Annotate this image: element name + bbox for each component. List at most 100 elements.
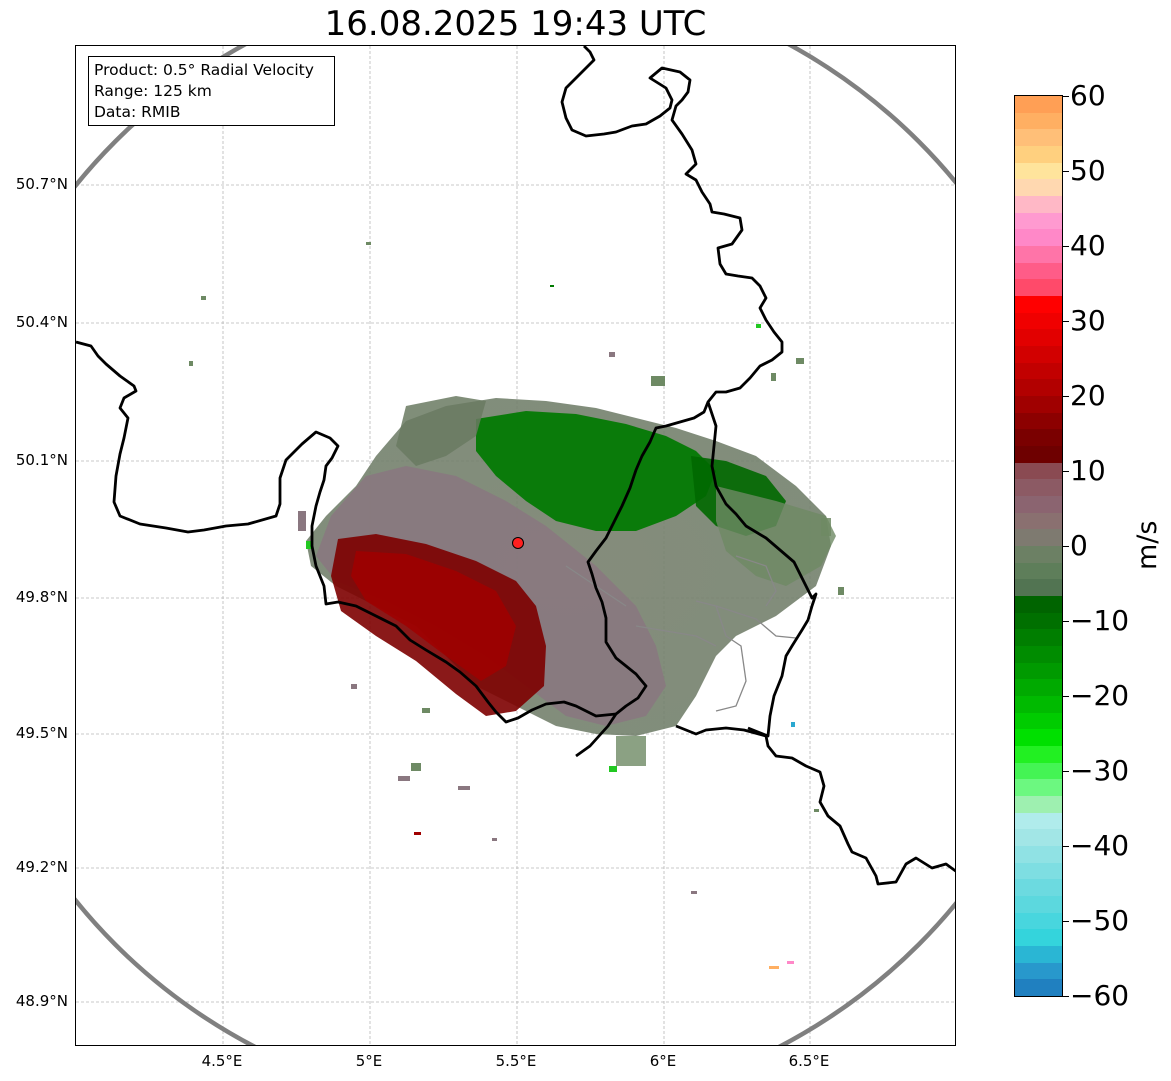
radar-echoes [189, 242, 844, 969]
colorbar-segment [1015, 646, 1062, 664]
colorbar-tick-label: −60 [1070, 979, 1130, 1012]
border-lux-south [675, 724, 955, 886]
lat-label: 48.9°N [15, 992, 68, 1010]
colorbar-segment [1015, 779, 1062, 797]
colorbar-segment [1015, 579, 1062, 597]
colorbar-tick [1063, 471, 1069, 472]
colorbar-segment [1015, 829, 1062, 847]
colorbar-tick-label: −20 [1070, 679, 1130, 712]
colorbar-segment [1015, 279, 1062, 297]
colorbar-tick-label: −50 [1070, 904, 1130, 937]
lat-label: 50.1°N [15, 451, 68, 469]
colorbar-segment [1015, 246, 1062, 264]
colorbar-segment [1015, 546, 1062, 564]
colorbar-segment [1015, 846, 1062, 864]
colorbar-segment [1015, 446, 1062, 464]
colorbar-segment [1015, 496, 1062, 514]
colorbar-tick [1063, 921, 1069, 922]
colorbar-segment [1015, 529, 1062, 547]
colorbar-segment [1015, 396, 1062, 414]
colorbar-segment [1015, 596, 1062, 614]
lon-label: 5°E [355, 1052, 383, 1070]
colorbar-segment [1015, 679, 1062, 697]
lat-label: 49.2°N [15, 858, 68, 876]
colorbar-segment [1015, 662, 1062, 680]
colorbar-tick [1063, 246, 1069, 247]
border-luxembourg-east [706, 401, 818, 738]
colorbar-tick-label: 40 [1070, 229, 1106, 262]
colorbar-segment [1015, 312, 1062, 330]
colorbar-segment [1015, 929, 1062, 947]
colorbar-tick [1063, 996, 1069, 997]
colorbar-segment [1015, 229, 1062, 247]
colorbar-tick-label: 10 [1070, 454, 1106, 487]
lat-label: 49.5°N [15, 724, 68, 742]
colorbar-segment [1015, 979, 1062, 996]
colorbar-tick [1063, 846, 1069, 847]
colorbar-segment [1015, 362, 1062, 380]
colorbar-tick-label: 60 [1070, 79, 1106, 112]
border-belgium-luxembourg-germany [560, 46, 784, 758]
radar-site-marker[interactable] [512, 537, 524, 549]
colorbar-segment [1015, 296, 1062, 314]
colorbar-segment [1015, 562, 1062, 580]
colorbar-tick-label: −10 [1070, 604, 1130, 637]
colorbar-segment [1015, 896, 1062, 914]
colorbar-segment [1015, 796, 1062, 814]
colorbar-tick [1063, 396, 1069, 397]
colorbar-segment [1015, 179, 1062, 197]
colorbar-segment [1015, 196, 1062, 214]
product-label: Product: 0.5° Radial Velocity [94, 61, 314, 79]
radar-map-canvas[interactable] [76, 46, 956, 1046]
data-source-label: Data: RMIB [94, 103, 181, 121]
colorbar-segment [1015, 329, 1062, 347]
border-france-belgium-west [76, 340, 617, 724]
echo-east-grey-green [716, 486, 836, 586]
lon-label: 5.5°E [495, 1052, 537, 1070]
colorbar-segment [1015, 162, 1062, 180]
colorbar-segment [1015, 762, 1062, 780]
lon-label: 4.5°E [201, 1052, 243, 1070]
colorbar-segment [1015, 912, 1062, 930]
product-info-box: Product: 0.5° Radial Velocity Range: 125… [88, 56, 335, 126]
velocity-colorbar [1014, 95, 1063, 997]
country-borders [76, 46, 955, 886]
colorbar-segment [1015, 946, 1062, 964]
colorbar-segment [1015, 746, 1062, 764]
colorbar-segment [1015, 412, 1062, 430]
lat-label: 49.8°N [15, 588, 68, 606]
colorbar-segment [1015, 962, 1062, 980]
colorbar-segment [1015, 462, 1062, 480]
colorbar-tick-label: 50 [1070, 154, 1106, 187]
radar-map[interactable] [75, 45, 956, 1046]
colorbar-tick [1063, 546, 1069, 547]
colorbar-tick-label: 20 [1070, 379, 1106, 412]
colorbar-segment [1015, 262, 1062, 280]
colorbar-segment [1015, 862, 1062, 880]
colorbar-segment [1015, 879, 1062, 897]
colorbar-tick [1063, 96, 1069, 97]
colorbar-segment [1015, 479, 1062, 497]
colorbar-segment [1015, 812, 1062, 830]
lon-label: 6.5°E [788, 1052, 830, 1070]
colorbar-segment [1015, 696, 1062, 714]
lat-label: 50.7°N [15, 175, 68, 193]
echo-north-grey [396, 396, 486, 466]
colorbar-tick-label: −40 [1070, 829, 1130, 862]
colorbar-segment [1015, 729, 1062, 747]
range-label: Range: 125 km [94, 82, 212, 100]
colorbar-segment [1015, 612, 1062, 630]
colorbar-segment [1015, 112, 1062, 130]
colorbar-segment [1015, 512, 1062, 530]
map-title: 16.08.2025 19:43 UTC [324, 4, 707, 44]
colorbar-segment [1015, 96, 1062, 114]
lon-label: 6°E [649, 1052, 677, 1070]
colorbar-segment [1015, 379, 1062, 397]
colorbar-segment [1015, 346, 1062, 364]
colorbar-segment [1015, 146, 1062, 164]
colorbar-tick [1063, 621, 1069, 622]
colorbar-tick-label: −30 [1070, 754, 1130, 787]
colorbar-segment [1015, 129, 1062, 147]
echo-inbound-green [476, 411, 716, 531]
colorbar-tick [1063, 771, 1069, 772]
